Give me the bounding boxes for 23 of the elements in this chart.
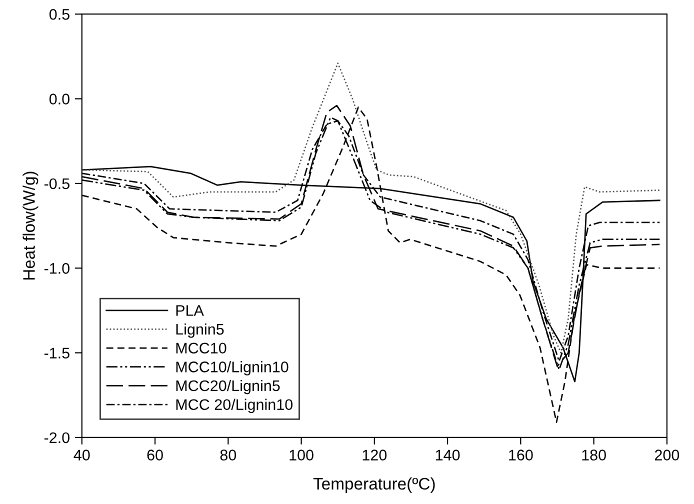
x-tick-label: 120 xyxy=(362,450,387,460)
legend-label: Lignin5 xyxy=(176,323,224,338)
legend-label: MCC10/Lignin10 xyxy=(176,361,288,376)
x-tick-label: 100 xyxy=(290,450,314,460)
x-tick-label: 60 xyxy=(147,450,163,460)
legend-label: MCC10 xyxy=(176,342,226,354)
y-tick-label: -2.0 xyxy=(44,432,70,444)
y-tick-label: 0.5 xyxy=(49,8,70,20)
x-tick-label: 80 xyxy=(220,450,236,460)
y-axis-title: Heat flow(W/g) xyxy=(22,172,38,280)
x-tick-label: 40 xyxy=(74,450,90,460)
x-tick-label: 160 xyxy=(509,450,533,460)
x-tick-label: 140 xyxy=(436,450,460,460)
y-tick-label: -1.0 xyxy=(44,262,70,274)
y-tick-label: -0.5 xyxy=(44,178,70,190)
y-tick-label: -1.5 xyxy=(44,348,70,358)
x-tick-label: 200 xyxy=(654,450,680,460)
legend-label: MCC 20/Lignin10 xyxy=(176,398,293,414)
x-axis-title: Temperature(ºC) xyxy=(313,477,435,493)
x-tick-label: 180 xyxy=(582,450,606,460)
y-tick-label: 0.0 xyxy=(49,94,70,104)
legend-label: PLA xyxy=(176,305,204,316)
legend-label: MCC20/Lignin5 xyxy=(176,380,280,394)
